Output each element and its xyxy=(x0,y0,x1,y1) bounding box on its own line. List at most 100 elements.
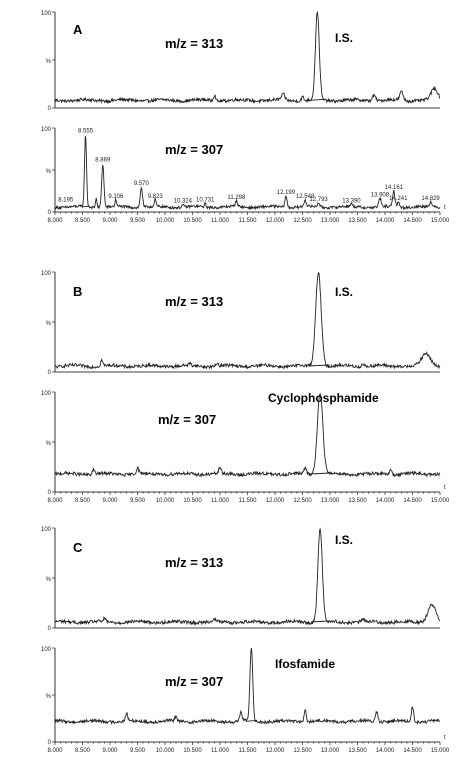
x-tick-label: 13.500 xyxy=(348,218,367,224)
peak-label: 8.195 xyxy=(58,198,74,204)
peak-label: 14.241 xyxy=(389,196,408,202)
x-tick-label: 10.500 xyxy=(183,748,202,754)
x-tick-label: 10.500 xyxy=(183,218,202,224)
y-tick-label-0: 0 xyxy=(48,626,52,632)
signal-line xyxy=(54,527,441,626)
x-tick-label: 9.000 xyxy=(102,218,118,224)
peak-label: 12.548 xyxy=(296,194,315,200)
x-tick-label: 9.500 xyxy=(130,498,146,504)
x-tick-label: 15.000 xyxy=(431,498,450,504)
x-tick-label: 14.500 xyxy=(403,498,422,504)
x-tick-label: 11.500 xyxy=(239,218,258,224)
x-tick-label: 12.500 xyxy=(293,498,312,504)
x-axis-unit-label: t xyxy=(444,205,446,211)
x-tick-label: 12.000 xyxy=(266,498,285,504)
x-tick-label: 9.500 xyxy=(130,748,146,754)
peak-label: 10.731 xyxy=(196,198,215,204)
peak-integration-baseline xyxy=(245,719,257,722)
x-tick-label: 11.000 xyxy=(211,748,230,754)
x-tick-label: 12.000 xyxy=(266,748,285,754)
peak-label: 11.298 xyxy=(227,195,246,201)
y-tick-label-0: 0 xyxy=(48,210,52,216)
x-tick-label: 15.000 xyxy=(431,218,450,224)
chromatogram-trace-panel-c-mz313: 100% 0 m/z = 313 I.S. xyxy=(41,527,441,632)
x-tick-label: 8.000 xyxy=(47,218,63,224)
peak-name-label: Ifosfamide xyxy=(275,657,335,671)
y-axis-percent-label: % xyxy=(46,169,52,175)
x-tick-label: 11.000 xyxy=(211,218,230,224)
peak-label: 8.555 xyxy=(78,129,94,135)
x-tick-label: 12.500 xyxy=(293,748,312,754)
y-tick-label-0: 0 xyxy=(48,106,52,112)
y-tick-label-100: 100 xyxy=(41,127,52,133)
x-tick-label: 12.000 xyxy=(266,218,285,224)
signal-line xyxy=(54,271,441,370)
ion-label: m/z = 307 xyxy=(165,142,223,157)
chromatogram-trace-panel-b-mz313: 100% 0 m/z = 313 I.S. xyxy=(41,271,441,376)
x-tick-label: 8.500 xyxy=(75,498,91,504)
panel-letter-c: C xyxy=(73,540,83,555)
y-axis-percent-label: % xyxy=(46,59,52,65)
peak-label: 13.390 xyxy=(342,198,361,204)
x-tick-label: 14.000 xyxy=(376,498,395,504)
chromatogram-trace-panel-b-mz307: 100% 0 8.000 8.500 9.000 9.500 10.000 10.500 11.… xyxy=(41,391,450,504)
y-axis-percent-label: % xyxy=(46,321,52,327)
x-tick-label: 13.500 xyxy=(348,498,367,504)
peak-name-label: Cyclophosphamide xyxy=(268,391,379,405)
peak-label: 9.570 xyxy=(134,181,150,187)
y-tick-label-0: 0 xyxy=(48,740,52,746)
peak-label: 14.161 xyxy=(385,185,404,191)
y-tick-label-100: 100 xyxy=(41,527,52,533)
signal-line xyxy=(54,10,441,105)
peak-name-label: I.S. xyxy=(335,285,353,299)
y-tick-label-100: 100 xyxy=(41,391,52,397)
x-tick-label: 13.000 xyxy=(321,498,340,504)
signal-line xyxy=(54,647,441,726)
peak-label: 9.106 xyxy=(108,194,124,200)
peak-label: 12.199 xyxy=(277,190,296,196)
peak-integration-baseline xyxy=(307,364,330,367)
x-tick-label: 14.000 xyxy=(376,218,395,224)
y-axis-percent-label: % xyxy=(46,577,52,583)
peak-label: 13.908 xyxy=(371,193,390,199)
ion-label: m/z = 307 xyxy=(158,412,216,427)
y-tick-label-0: 0 xyxy=(48,370,52,376)
x-axis-unit-label: t xyxy=(444,485,446,491)
chromatogram-trace-panel-a-mz307: 100% 0 8.000 8.500 9.000 9.500 10.000 10.500 11.… xyxy=(41,127,450,224)
x-tick-label: 8.500 xyxy=(75,748,91,754)
signal-line xyxy=(54,136,441,211)
panel-letter-b: B xyxy=(73,284,82,299)
y-tick-label-100: 100 xyxy=(41,11,52,17)
x-tick-label: 14.500 xyxy=(403,218,422,224)
ion-label: m/z = 307 xyxy=(165,674,223,689)
peak-integration-baseline xyxy=(311,620,329,623)
peak-label: 9.823 xyxy=(148,194,164,200)
peak-label: 10.324 xyxy=(174,198,193,204)
ion-label: m/z = 313 xyxy=(165,36,223,51)
peak-label: 14.829 xyxy=(421,196,440,202)
x-tick-label: 14.500 xyxy=(403,748,422,754)
x-tick-label: 9.000 xyxy=(102,498,118,504)
y-tick-label-0: 0 xyxy=(48,490,52,496)
x-tick-label: 8.500 xyxy=(75,218,91,224)
chromatogram-trace-panel-c-mz307: 100% 0 8.000 8.500 9.000 9.500 10.000 10.500 11.… xyxy=(41,647,450,754)
signal-line xyxy=(54,392,441,478)
peak-label: 12.793 xyxy=(309,197,328,203)
x-axis-unit-label: t xyxy=(444,735,446,741)
x-tick-label: 12.500 xyxy=(293,218,312,224)
x-tick-label: 15.000 xyxy=(431,748,450,754)
peak-integration-baseline xyxy=(81,205,90,208)
x-tick-label: 11.000 xyxy=(211,498,230,504)
x-tick-label: 10.000 xyxy=(156,218,175,224)
x-tick-label: 8.000 xyxy=(47,498,63,504)
y-axis-percent-label: % xyxy=(46,441,52,447)
x-tick-label: 13.000 xyxy=(321,218,340,224)
peak-integration-baseline xyxy=(309,98,326,101)
y-tick-label-100: 100 xyxy=(41,647,52,653)
y-axis-percent-label: % xyxy=(46,694,52,700)
x-tick-label: 13.500 xyxy=(348,748,367,754)
x-tick-label: 10.000 xyxy=(156,748,175,754)
ion-label: m/z = 313 xyxy=(165,555,223,570)
x-tick-label: 10.500 xyxy=(183,498,202,504)
